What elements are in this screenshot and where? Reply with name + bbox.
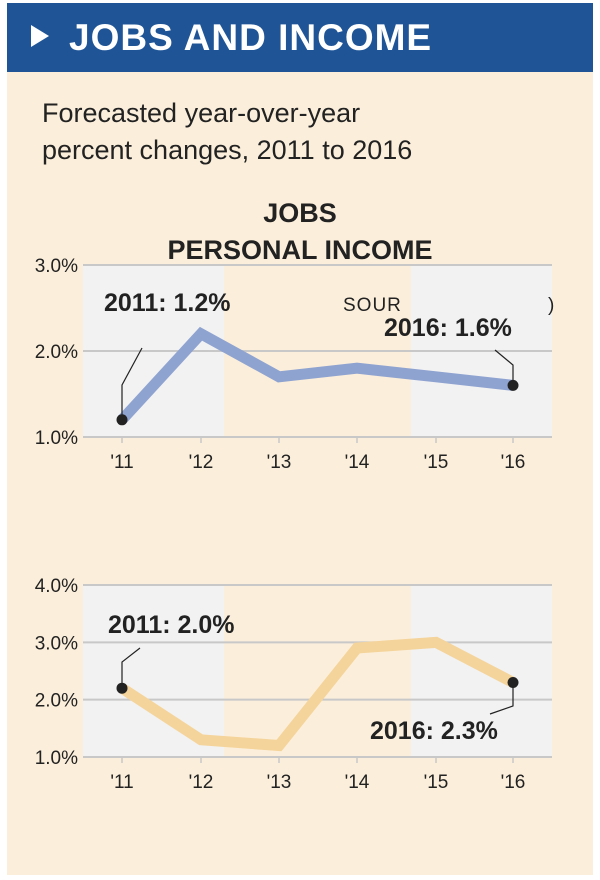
- y-tick-label: 4.0%: [35, 576, 78, 597]
- source-label: ): [548, 295, 555, 316]
- subtitle-line-2: percent changes, 2011 to 2016: [42, 135, 413, 165]
- y-tick-label: 1.0%: [35, 748, 78, 769]
- start-annotation: 2011: 2.0%: [108, 611, 235, 639]
- x-tick-label: '14: [345, 772, 370, 793]
- x-tick-label: '14: [345, 452, 370, 473]
- income-chart-title: PERSONAL INCOME: [167, 235, 432, 265]
- data-point: [116, 682, 128, 694]
- x-tick-label: '13: [267, 772, 292, 793]
- header-title: JOBS AND INCOME: [69, 17, 433, 58]
- leader-line: [121, 347, 143, 420]
- x-tick-label: '11: [110, 772, 133, 793]
- end-annotation: 2016: 1.6%: [384, 314, 512, 342]
- leader-line: [494, 349, 514, 386]
- play-triangle-icon: [31, 25, 49, 47]
- data-point: [507, 676, 519, 688]
- start-annotation: 2011: 1.2%: [104, 289, 231, 317]
- x-tick-label: '12: [189, 772, 214, 793]
- x-tick-label: '15: [424, 452, 449, 473]
- y-tick-label: 1.0%: [35, 428, 78, 449]
- series-line: [118, 636, 516, 752]
- end-annotation: 2016: 2.3%: [370, 717, 498, 745]
- source-label: SOUR: [343, 295, 402, 316]
- leader-line: [489, 682, 514, 715]
- header-bar: JOBS AND INCOME: [7, 3, 593, 72]
- x-tick-label: '16: [501, 772, 526, 793]
- y-tick-label: 3.0%: [35, 256, 78, 277]
- subtitle-line-1: Forecasted year-over-year: [42, 98, 361, 128]
- data-point: [507, 379, 519, 391]
- y-tick-label: 3.0%: [35, 633, 78, 654]
- x-tick-label: '13: [267, 452, 292, 473]
- x-tick-label: '12: [189, 452, 214, 473]
- leader-line: [121, 647, 141, 689]
- shaded-band: [83, 585, 224, 757]
- series-line: [117, 326, 514, 424]
- y-tick-label: 2.0%: [35, 691, 78, 712]
- jobs-chart-title: JOBS: [263, 198, 337, 228]
- data-point: [116, 414, 128, 426]
- x-tick-label: '15: [424, 772, 449, 793]
- subtitle: Forecasted year-over-year percent change…: [42, 95, 412, 169]
- x-tick-label: '11: [110, 452, 133, 473]
- x-tick-label: '16: [501, 452, 526, 473]
- y-tick-label: 2.0%: [35, 342, 78, 363]
